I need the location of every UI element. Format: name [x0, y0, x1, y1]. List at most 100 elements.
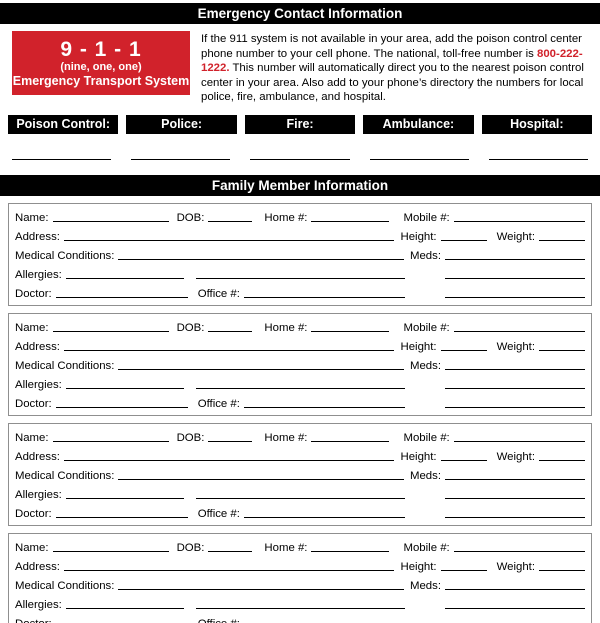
meds-label: Meds:: [409, 359, 441, 372]
office-phone-fill-line: [243, 296, 405, 298]
address-fill-line: [63, 569, 395, 571]
medical-conditions-fill-line: [118, 478, 404, 480]
page-title: Emergency Contact Information: [0, 3, 600, 24]
mobile-phone-fill-line: [453, 440, 585, 442]
medical-conditions-label: Medical Conditions:: [15, 579, 115, 592]
medical-conditions-label: Medical Conditions:: [15, 359, 115, 372]
medical-conditions-label: Medical Conditions:: [15, 469, 115, 482]
office-phone-label: Office #:: [197, 287, 240, 300]
medical-conditions-fill-line: [118, 588, 404, 590]
member-row-allergies: Allergies:: [15, 593, 585, 612]
member-row-medical: Medical Conditions: Meds:: [15, 574, 585, 593]
home-phone-label: Home #:: [264, 321, 308, 334]
dob-fill-line: [208, 330, 253, 332]
height-label: Height:: [400, 340, 437, 353]
family-member-card: Name: DOB: Home #: Mobile #: Address: He…: [8, 202, 592, 306]
office-phone-fill-line: [243, 516, 405, 518]
meds-fill-line: [445, 478, 585, 480]
meds-continuation-line-1: [445, 387, 585, 389]
address-fill-line: [63, 459, 395, 461]
contact-label-poison-control: Poison Control:: [8, 114, 119, 134]
intro-text-before: If the 911 system is not available in yo…: [201, 33, 582, 60]
member-row-address: Address: Height: Weight:: [15, 445, 585, 464]
member-row-doctor: Doctor: Office #:: [15, 612, 585, 623]
mobile-phone-fill-line: [453, 220, 585, 222]
weight-label: Weight:: [496, 450, 535, 463]
meds-fill-line: [445, 258, 585, 260]
mobile-phone-label: Mobile #:: [403, 211, 450, 224]
height-label: Height:: [400, 450, 437, 463]
meds-label: Meds:: [409, 469, 441, 482]
address-fill-line: [63, 239, 395, 241]
doctor-label: Doctor:: [15, 507, 52, 520]
mobile-phone-label: Mobile #:: [403, 541, 450, 554]
dob-fill-line: [208, 440, 253, 442]
member-row-allergies: Allergies:: [15, 373, 585, 392]
dob-fill-line: [208, 550, 253, 552]
poison-control-fill-line: [12, 158, 112, 160]
name-fill-line: [52, 440, 169, 442]
height-fill-line: [440, 569, 487, 571]
member-row-address: Address: Height: Weight:: [15, 555, 585, 574]
member-row-doctor: Doctor: Office #:: [15, 502, 585, 521]
name-label: Name:: [15, 211, 49, 224]
mobile-phone-fill-line: [453, 330, 585, 332]
911-number: 9 - 1 - 1: [60, 37, 142, 61]
poison-control-phone-number: 800-222-1222.: [201, 47, 583, 75]
weight-fill-line: [539, 239, 585, 241]
meds-continuation-line-2: [445, 406, 585, 408]
family-members-section: Name: DOB: Home #: Mobile #: Address: He…: [0, 202, 600, 623]
weight-label: Weight:: [496, 560, 535, 573]
home-phone-label: Home #:: [264, 541, 308, 554]
meds-continuation-line-1: [445, 607, 585, 609]
height-fill-line: [440, 349, 487, 351]
member-row-address: Address: Height: Weight:: [15, 225, 585, 244]
allergies-continuation-line: [195, 497, 405, 499]
allergies-fill-line: [65, 387, 184, 389]
dob-label: DOB:: [176, 431, 205, 444]
family-member-card: Name: DOB: Home #: Mobile #: Address: He…: [8, 312, 592, 416]
member-row-name: Name: DOB: Home #: Mobile #:: [15, 316, 585, 335]
home-phone-label: Home #:: [264, 211, 308, 224]
home-phone-fill-line: [311, 440, 390, 442]
dob-label: DOB:: [176, 321, 205, 334]
name-label: Name:: [15, 431, 49, 444]
member-row-medical: Medical Conditions: Meds:: [15, 354, 585, 373]
member-row-allergies: Allergies:: [15, 263, 585, 282]
office-phone-label: Office #:: [197, 507, 240, 520]
911-emergency-box: 9 - 1 - 1 (nine, one, one) Emergency Tra…: [12, 31, 190, 95]
meds-continuation-line-1: [445, 277, 585, 279]
weight-fill-line: [539, 459, 585, 461]
allergies-fill-line: [65, 497, 184, 499]
member-row-doctor: Doctor: Office #:: [15, 392, 585, 411]
height-label: Height:: [400, 230, 437, 243]
allergies-fill-line: [65, 607, 184, 609]
member-row-name: Name: DOB: Home #: Mobile #:: [15, 206, 585, 225]
meds-continuation-line-2: [445, 296, 585, 298]
allergies-fill-line: [65, 277, 184, 279]
height-fill-line: [440, 459, 487, 461]
meds-label: Meds:: [409, 249, 441, 262]
allergies-continuation-line: [195, 277, 405, 279]
contact-label-hospital: Hospital:: [481, 114, 593, 134]
contact-label-police: Police:: [126, 114, 237, 134]
mobile-phone-label: Mobile #:: [403, 431, 450, 444]
fire-fill-line: [250, 158, 350, 160]
intro-text-after: This number will automatically direct yo…: [201, 62, 584, 103]
weight-fill-line: [539, 569, 585, 571]
hospital-fill-line: [488, 158, 589, 160]
height-label: Height:: [400, 560, 437, 573]
mobile-phone-label: Mobile #:: [403, 321, 450, 334]
dob-fill-line: [208, 220, 253, 222]
weight-label: Weight:: [496, 230, 535, 243]
allergies-label: Allergies:: [15, 268, 62, 281]
home-phone-fill-line: [311, 330, 390, 332]
address-label: Address:: [15, 230, 60, 243]
home-phone-fill-line: [311, 550, 390, 552]
member-row-address: Address: Height: Weight:: [15, 335, 585, 354]
doctor-fill-line: [55, 406, 188, 408]
office-phone-label: Office #:: [198, 617, 244, 623]
meds-fill-line: [445, 368, 585, 370]
address-label: Address:: [15, 450, 60, 463]
home-phone-fill-line: [311, 220, 390, 222]
